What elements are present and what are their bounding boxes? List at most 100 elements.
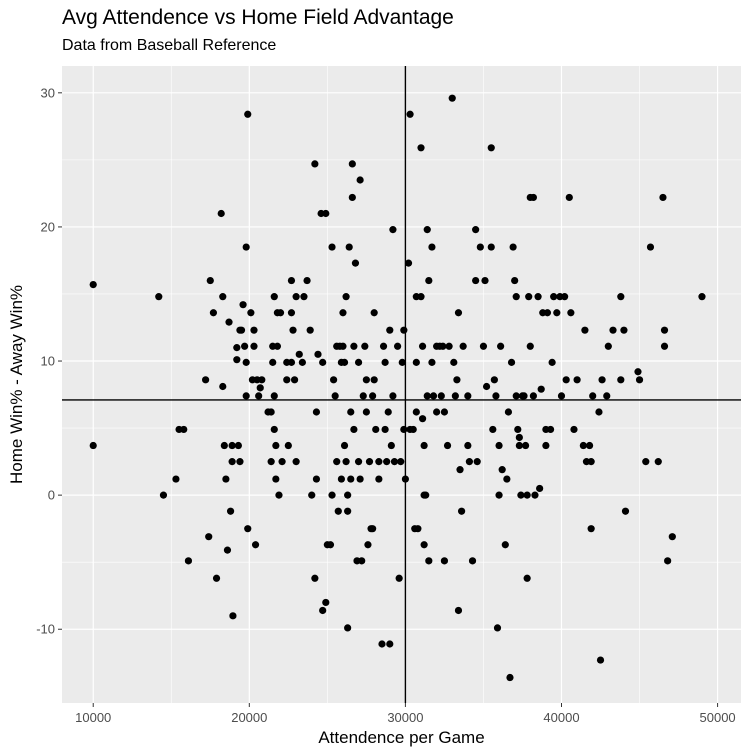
data-point xyxy=(172,475,180,483)
x-tick-label: 50000 xyxy=(700,710,736,725)
data-point xyxy=(331,392,339,400)
data-point xyxy=(270,425,278,434)
data-point xyxy=(454,606,463,615)
data-point xyxy=(226,507,235,515)
data-point xyxy=(348,193,356,202)
data-point xyxy=(445,342,453,350)
data-point xyxy=(451,392,459,400)
data-point xyxy=(239,301,247,309)
data-point xyxy=(236,458,244,466)
x-tick-label: 20000 xyxy=(231,710,267,725)
data-point xyxy=(536,484,544,493)
data-point xyxy=(448,94,456,102)
data-point xyxy=(437,392,445,400)
data-point xyxy=(155,293,163,301)
data-point xyxy=(255,392,263,400)
data-point xyxy=(269,358,277,366)
data-point xyxy=(319,358,327,366)
data-point xyxy=(390,458,399,466)
data-point xyxy=(306,326,314,334)
data-point xyxy=(303,276,311,285)
data-point xyxy=(412,408,420,416)
data-point xyxy=(634,368,642,376)
data-point xyxy=(579,441,587,450)
data-point xyxy=(397,458,405,466)
data-point xyxy=(472,276,480,285)
data-point xyxy=(529,193,537,202)
data-point xyxy=(557,392,566,400)
data-point xyxy=(585,441,594,450)
data-point xyxy=(511,276,519,285)
data-point xyxy=(378,640,386,648)
data-point xyxy=(389,392,397,400)
chart-subtitle: Data from Baseball Reference xyxy=(62,37,277,54)
data-point xyxy=(354,358,363,366)
data-point xyxy=(617,293,625,301)
data-point xyxy=(401,475,410,483)
data-point xyxy=(587,525,595,533)
data-point xyxy=(351,259,360,267)
data-point xyxy=(209,309,218,317)
data-point xyxy=(278,458,286,466)
data-point xyxy=(250,342,258,350)
data-point xyxy=(635,376,644,384)
data-point xyxy=(417,293,425,301)
data-point xyxy=(512,392,520,400)
data-point xyxy=(322,209,330,218)
data-point xyxy=(364,541,372,549)
data-point xyxy=(270,392,278,400)
x-axis-ticks: 10000 20000 30000 40000 50000 xyxy=(75,703,736,725)
data-point xyxy=(340,441,349,450)
data-point xyxy=(418,342,427,350)
data-point xyxy=(512,293,520,301)
data-point xyxy=(362,376,370,384)
data-point xyxy=(159,491,168,499)
data-point xyxy=(543,309,552,317)
data-point xyxy=(272,441,280,450)
data-point xyxy=(354,458,363,466)
data-point xyxy=(595,408,603,416)
data-point xyxy=(228,458,236,466)
data-point xyxy=(244,110,252,118)
data-point xyxy=(184,557,193,565)
data-point xyxy=(526,342,534,350)
y-tick-label: 10 xyxy=(41,354,55,369)
data-point xyxy=(386,640,394,648)
data-point xyxy=(219,293,227,301)
data-point xyxy=(180,425,188,434)
data-point xyxy=(487,243,495,251)
data-point xyxy=(381,425,389,434)
data-point xyxy=(660,326,669,334)
data-point xyxy=(242,392,250,400)
data-point xyxy=(289,326,297,334)
data-point xyxy=(383,458,391,466)
data-point xyxy=(417,144,425,152)
data-point xyxy=(308,491,316,499)
data-point xyxy=(439,342,447,350)
data-point xyxy=(370,309,378,317)
data-point xyxy=(242,358,250,366)
data-point xyxy=(459,342,467,350)
data-point xyxy=(375,475,383,483)
data-point xyxy=(495,491,503,499)
data-point xyxy=(328,243,336,251)
data-point xyxy=(581,326,589,334)
data-point xyxy=(423,226,431,234)
data-point xyxy=(548,358,556,366)
data-point xyxy=(267,458,275,466)
data-point xyxy=(492,392,500,400)
data-point xyxy=(573,376,581,384)
data-point xyxy=(311,574,319,582)
data-point xyxy=(495,441,503,450)
data-point xyxy=(464,441,472,450)
data-point xyxy=(379,342,388,350)
data-point xyxy=(300,293,308,301)
data-point xyxy=(534,293,542,301)
data-point xyxy=(621,507,630,515)
data-point xyxy=(356,176,364,184)
data-point xyxy=(234,441,242,450)
data-point xyxy=(523,491,531,499)
data-point xyxy=(295,350,303,358)
data-point xyxy=(370,376,378,384)
